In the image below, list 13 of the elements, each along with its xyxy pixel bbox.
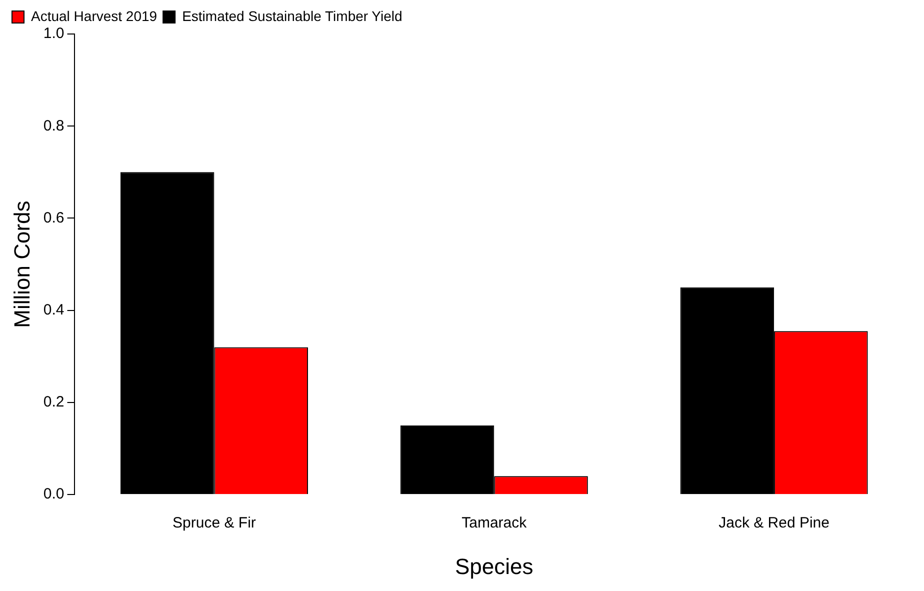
legend-label: Actual Harvest 2019 <box>31 8 158 24</box>
x-tick-label: Spruce & Fir <box>172 514 256 532</box>
y-tick-label: 0.0 <box>43 486 64 503</box>
legend-label: Estimated Sustainable Timber Yield <box>182 8 402 24</box>
y-axis-title: Million Cords <box>9 200 34 328</box>
y-tick-label: 0.4 <box>43 302 64 318</box>
y-tick-label: 0.8 <box>43 117 64 134</box>
x-axis-title: Species <box>454 554 534 579</box>
y-tick-label: 1.0 <box>43 25 64 42</box>
y-tick-label: 0.2 <box>43 394 64 411</box>
x-tick-label: Jack & Red Pine <box>718 514 830 532</box>
x-tick-label: Tamarack <box>462 514 528 532</box>
y-tick-label: 0.6 <box>43 209 64 226</box>
